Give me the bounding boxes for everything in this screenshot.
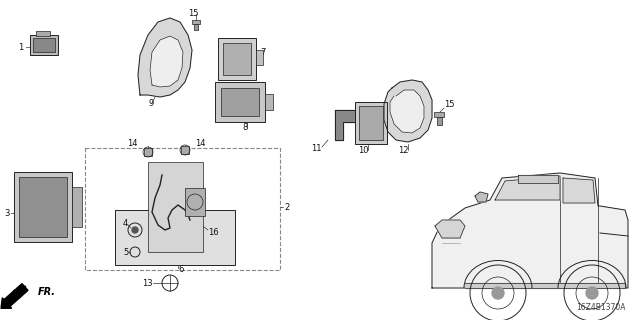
Polygon shape bbox=[475, 192, 488, 202]
Bar bbox=[33, 38, 55, 52]
Polygon shape bbox=[335, 110, 355, 140]
Text: 13: 13 bbox=[142, 278, 153, 287]
Polygon shape bbox=[465, 283, 625, 288]
Bar bbox=[148, 162, 203, 252]
Polygon shape bbox=[563, 178, 595, 203]
Circle shape bbox=[492, 287, 504, 299]
Circle shape bbox=[132, 227, 138, 233]
Polygon shape bbox=[150, 36, 183, 87]
Polygon shape bbox=[384, 80, 432, 142]
Text: 11: 11 bbox=[312, 143, 322, 153]
Text: 2: 2 bbox=[284, 203, 289, 212]
Bar bbox=[223, 43, 251, 75]
Text: 15: 15 bbox=[188, 9, 198, 18]
Text: 9: 9 bbox=[148, 99, 153, 108]
Text: 14: 14 bbox=[195, 139, 205, 148]
Text: 4: 4 bbox=[123, 219, 128, 228]
Bar bbox=[72, 187, 82, 227]
Text: 8: 8 bbox=[242, 123, 248, 132]
Polygon shape bbox=[390, 90, 424, 133]
Bar bbox=[144, 148, 152, 156]
Bar bbox=[181, 146, 189, 154]
Bar bbox=[194, 24, 198, 30]
Polygon shape bbox=[432, 173, 628, 288]
FancyArrow shape bbox=[1, 284, 28, 308]
Polygon shape bbox=[435, 220, 465, 238]
Polygon shape bbox=[495, 176, 560, 200]
Text: 1: 1 bbox=[18, 43, 23, 52]
Polygon shape bbox=[518, 175, 558, 183]
Bar bbox=[265, 94, 273, 110]
Bar bbox=[192, 20, 200, 24]
Bar bbox=[36, 31, 50, 36]
Bar bbox=[355, 102, 387, 144]
Bar bbox=[185, 188, 205, 216]
Bar bbox=[85, 148, 280, 270]
Text: FR.: FR. bbox=[38, 287, 56, 297]
Bar bbox=[218, 38, 256, 80]
Text: 10: 10 bbox=[358, 146, 369, 155]
Text: 7: 7 bbox=[260, 47, 266, 57]
Bar bbox=[215, 82, 265, 122]
Bar bbox=[30, 35, 58, 55]
Text: 15: 15 bbox=[444, 100, 454, 108]
Bar bbox=[14, 172, 72, 242]
Bar bbox=[434, 112, 444, 117]
Text: 3: 3 bbox=[4, 209, 10, 218]
Bar bbox=[256, 50, 263, 65]
Bar bbox=[115, 210, 235, 265]
Text: 6: 6 bbox=[178, 266, 184, 275]
Text: 16: 16 bbox=[208, 228, 219, 236]
Polygon shape bbox=[138, 18, 192, 97]
Text: 12: 12 bbox=[398, 146, 408, 155]
Circle shape bbox=[586, 287, 598, 299]
Bar bbox=[437, 117, 442, 125]
Text: 16Z4B1370A: 16Z4B1370A bbox=[577, 303, 626, 312]
Text: 5: 5 bbox=[123, 247, 128, 257]
Bar bbox=[359, 106, 383, 140]
Bar bbox=[221, 88, 259, 116]
Text: 14: 14 bbox=[127, 139, 138, 148]
Bar bbox=[19, 177, 67, 237]
